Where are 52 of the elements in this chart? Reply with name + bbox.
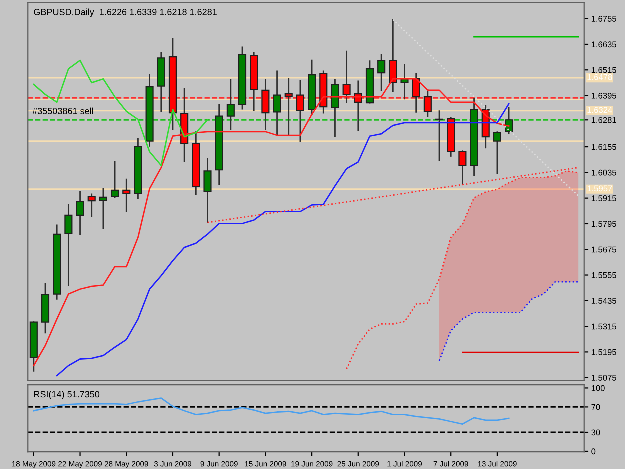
- candlestick: [226, 79, 235, 130]
- line-series: [33, 60, 208, 166]
- y-tick-label: 1.5195: [592, 349, 616, 356]
- candlestick: [122, 178, 131, 212]
- annotation: #35503861 sell: [32, 108, 94, 114]
- candlestick: [493, 132, 502, 174]
- y-tick-label: 1.6281: [592, 117, 616, 124]
- candlestick: [412, 73, 420, 113]
- line-series: [392, 19, 580, 197]
- y-tick-label: 1.6515: [592, 67, 616, 74]
- candlestick: [64, 204, 73, 286]
- candlestick: [296, 80, 304, 142]
- candlestick: [284, 78, 293, 136]
- y-tick-label: 1.6155: [592, 144, 616, 150]
- candlestick: [273, 70, 282, 136]
- y-tick-label: 1.5795: [592, 221, 616, 228]
- text: RSI(14) 51.7350: [34, 391, 100, 400]
- candlestick: [331, 79, 340, 138]
- candlestick: [424, 89, 432, 117]
- candlestick: [99, 188, 108, 230]
- candlestick: [505, 107, 514, 134]
- candlestick: [204, 158, 212, 224]
- candlestick: [76, 191, 84, 236]
- y-tick-label: 1.5675: [592, 246, 616, 253]
- y-tick-label: 1.6395: [592, 92, 616, 99]
- y-tick-label: 1.6035: [592, 170, 616, 176]
- candlestick: [389, 19, 398, 92]
- text: GBPUSD,Daily 1.6226 1.6339 1.6218 1.6281: [34, 8, 217, 18]
- y-tick-label: 1.5315: [592, 324, 616, 330]
- candlestick: [354, 80, 362, 132]
- y-tick-label: 1.5075: [592, 375, 616, 381]
- candlestick: [88, 194, 96, 218]
- y-tick-label: 70: [592, 404, 600, 410]
- ref-line-label: 1.6324: [588, 107, 612, 114]
- candlestick: [378, 54, 386, 92]
- y-tick-label: 1.5435: [592, 298, 616, 304]
- ref-line-label: 1.5957: [588, 186, 612, 192]
- line-series: [438, 281, 580, 362]
- candlestick: [262, 79, 270, 130]
- candlestick: [435, 110, 444, 162]
- y-tick-label: 1.5555: [592, 272, 616, 278]
- candlestick: [111, 161, 120, 198]
- candlestick: [458, 150, 467, 186]
- y-tick-label: 1.6635: [592, 42, 616, 48]
- y-tick-label: 100: [592, 385, 605, 392]
- candlestick: [342, 50, 351, 104]
- y-tick-label: 1.5915: [592, 196, 616, 202]
- y-tick-label: 0: [592, 448, 596, 455]
- line-series: [33, 398, 510, 425]
- y-tick-label: 1.6755: [592, 16, 616, 22]
- ref-line-label: 1.6478: [588, 74, 612, 80]
- y-tick-label: 30: [592, 430, 600, 436]
